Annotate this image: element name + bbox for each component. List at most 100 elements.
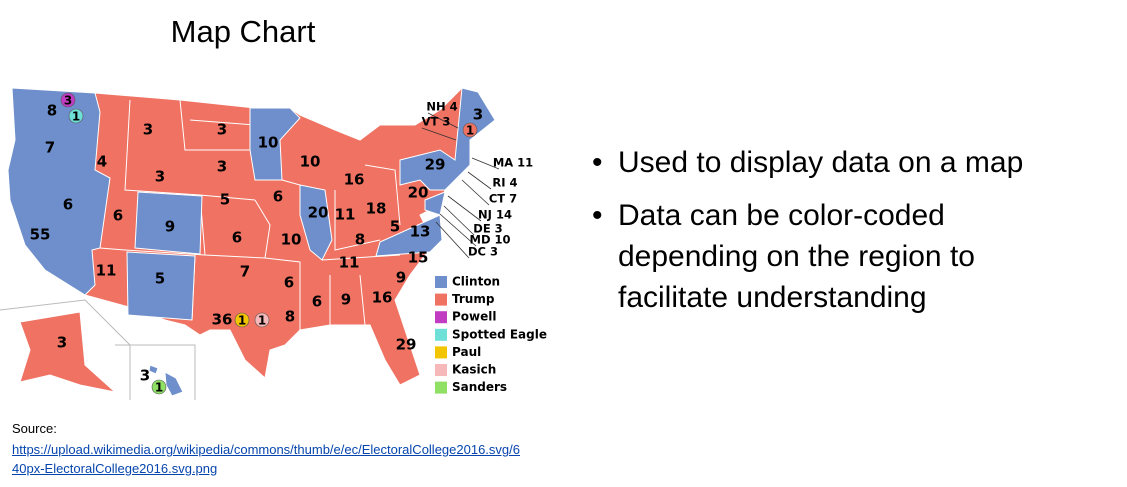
state-label: 9 bbox=[396, 269, 406, 287]
callout-line bbox=[443, 205, 475, 236]
map-shapes bbox=[0, 87, 496, 400]
state-label: 5 bbox=[390, 218, 400, 236]
state-label: 15 bbox=[408, 249, 429, 267]
state-label: 3 bbox=[217, 121, 227, 139]
badge bbox=[254, 312, 270, 328]
callout-line bbox=[427, 112, 459, 129]
state-label: 20 bbox=[408, 184, 429, 202]
state-label: 10 bbox=[281, 231, 302, 249]
state-label: 20 bbox=[308, 204, 329, 222]
source-link[interactable]: https://upload.wikimedia.org/wikipedia/c… bbox=[12, 442, 520, 476]
legend-swatch bbox=[435, 381, 447, 394]
badge bbox=[60, 92, 76, 108]
callout-label: DE 3 bbox=[473, 222, 502, 236]
state-label: 9 bbox=[165, 218, 175, 236]
legend-label: Clinton bbox=[452, 275, 500, 289]
badge-label: 1 bbox=[155, 381, 163, 395]
legend-swatch bbox=[435, 311, 447, 324]
state-label: 8 bbox=[47, 102, 57, 120]
state-label: 11 bbox=[339, 254, 360, 272]
legend-swatch bbox=[435, 346, 447, 359]
callout-line bbox=[467, 171, 492, 190]
state-label: 10 bbox=[300, 153, 321, 171]
badge bbox=[151, 379, 167, 395]
state-label: 16 bbox=[344, 171, 365, 189]
legend-label: Paul bbox=[452, 345, 481, 359]
state-region bbox=[249, 107, 301, 181]
badge-label: 1 bbox=[258, 314, 266, 328]
state-label: 3 bbox=[143, 121, 153, 139]
state-label: 8 bbox=[355, 231, 365, 249]
state-label: 6 bbox=[232, 229, 242, 247]
state-label: 5 bbox=[155, 270, 165, 288]
callout-label: DC 3 bbox=[468, 245, 498, 259]
state-label: 3 bbox=[57, 334, 67, 352]
state-label: 11 bbox=[335, 206, 356, 224]
callout-label: VT 3 bbox=[422, 115, 451, 129]
badge bbox=[462, 122, 478, 138]
callout-line bbox=[435, 221, 470, 259]
state-label: 6 bbox=[113, 207, 123, 225]
badge-label: 1 bbox=[466, 124, 474, 138]
callout-label: MD 10 bbox=[470, 233, 511, 247]
state-label: 5 bbox=[220, 191, 230, 209]
callout-line bbox=[439, 213, 477, 247]
state-label: 29 bbox=[396, 336, 417, 354]
state-region bbox=[19, 311, 117, 393]
legend-label: Sanders bbox=[452, 380, 507, 394]
state-label: 36 bbox=[212, 311, 233, 329]
bullet-list: Used to display data on a map Data can b… bbox=[590, 142, 1060, 330]
state-label: 7 bbox=[240, 263, 250, 281]
source-label: Source: bbox=[12, 421, 57, 436]
legend-swatch bbox=[435, 276, 447, 288]
badge bbox=[68, 108, 84, 124]
state-label: 3 bbox=[140, 367, 150, 385]
callout-line bbox=[471, 157, 500, 170]
state-label: 8 bbox=[285, 308, 295, 326]
bullet: Used to display data on a map bbox=[590, 142, 1060, 183]
inset-border bbox=[0, 299, 131, 400]
state-label: 3 bbox=[155, 168, 165, 186]
state-label: 29 bbox=[425, 156, 446, 174]
legend-swatch bbox=[435, 293, 447, 306]
state-label: 11 bbox=[96, 262, 117, 280]
callout-line bbox=[447, 195, 482, 222]
state-label: 4 bbox=[97, 153, 107, 171]
slide-title: Map Chart bbox=[170, 14, 316, 49]
callout-line bbox=[461, 179, 490, 206]
callout-label: MA 11 bbox=[493, 156, 533, 170]
state-region bbox=[148, 364, 159, 375]
callout-label: CT 7 bbox=[489, 192, 517, 206]
state-label: 9 bbox=[341, 291, 351, 309]
state-label: 55 bbox=[30, 226, 51, 244]
legend-swatch bbox=[435, 364, 447, 376]
badge-label: 1 bbox=[72, 110, 80, 124]
state-region bbox=[126, 251, 196, 321]
state-region bbox=[375, 214, 443, 257]
state-region bbox=[164, 371, 184, 397]
badge-label: 3 bbox=[64, 94, 72, 108]
badge-label: 1 bbox=[238, 314, 246, 328]
state-label: 6 bbox=[312, 293, 322, 311]
legend-label: Powell bbox=[452, 310, 497, 324]
legend-label: Trump bbox=[452, 292, 495, 306]
legend-label: Spotted Eagle bbox=[452, 327, 547, 341]
state-label: 18 bbox=[366, 200, 387, 218]
state-region bbox=[7, 87, 111, 296]
state-label: 6 bbox=[273, 188, 283, 206]
state-label: 6 bbox=[63, 196, 73, 214]
legend-label: Kasich bbox=[452, 363, 496, 377]
callout-label: RI 4 bbox=[492, 176, 517, 190]
callout-label: NH 4 bbox=[426, 100, 457, 114]
state-label: 10 bbox=[258, 134, 279, 152]
callout-line bbox=[421, 127, 457, 141]
inset-border bbox=[115, 344, 196, 400]
state-label: 16 bbox=[372, 289, 393, 307]
state-region bbox=[299, 184, 333, 261]
badge bbox=[234, 312, 250, 328]
state-region bbox=[134, 191, 203, 255]
state-region bbox=[424, 191, 446, 216]
state-label: 6 bbox=[284, 274, 294, 292]
